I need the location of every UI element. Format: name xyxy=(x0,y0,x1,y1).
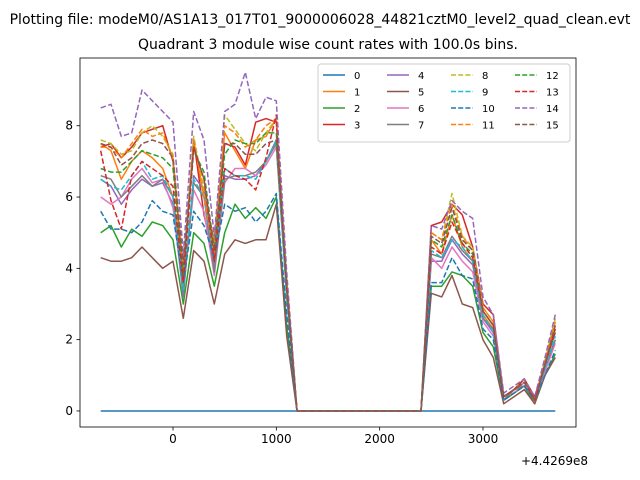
legend-label-9: 9 xyxy=(482,88,488,99)
x-axis-offset-label: +4.4269e8 xyxy=(521,454,588,468)
x-tick-label: 2000 xyxy=(364,432,395,446)
axes: 0 1000 2000 3000 0 2 4 6 8 xyxy=(65,57,577,446)
legend-label-10: 10 xyxy=(482,104,495,115)
legend-frame xyxy=(317,63,571,143)
legend-label-4: 4 xyxy=(418,71,424,82)
series-line-10 xyxy=(100,192,556,412)
y-tick-label: 4 xyxy=(65,261,73,275)
legend-label-11: 11 xyxy=(482,121,495,132)
legend-label-12: 12 xyxy=(546,71,559,82)
series-lines xyxy=(99,71,557,412)
x-tick-label: 0 xyxy=(169,432,177,446)
legend-label-8: 8 xyxy=(482,71,488,82)
legend-label-15: 15 xyxy=(546,121,559,132)
y-tick-label: 2 xyxy=(65,333,73,347)
chart-file-title: Plotting file: modeM0/AS1A13_017T01_9000… xyxy=(10,12,631,28)
series-line-15 xyxy=(100,139,557,412)
legend-label-14: 14 xyxy=(546,104,559,115)
y-tick-label: 8 xyxy=(65,119,73,133)
legend-label-0: 0 xyxy=(354,71,360,82)
y-tick-label: 6 xyxy=(65,190,73,204)
legend-label-2: 2 xyxy=(354,104,360,115)
legend-label-13: 13 xyxy=(546,88,559,99)
legend-label-7: 7 xyxy=(418,121,424,132)
legend-label-6: 6 xyxy=(418,104,424,115)
x-tick-label: 3000 xyxy=(468,432,499,446)
axes-frame xyxy=(79,57,577,428)
legend-label-5: 5 xyxy=(418,88,424,99)
legend-label-1: 1 xyxy=(354,88,360,99)
y-tick-label: 0 xyxy=(65,404,73,418)
legend-label-3: 3 xyxy=(354,121,360,132)
x-tick-label: 1000 xyxy=(261,432,292,446)
chart-title: Quadrant 3 module wise count rates with … xyxy=(138,37,518,53)
